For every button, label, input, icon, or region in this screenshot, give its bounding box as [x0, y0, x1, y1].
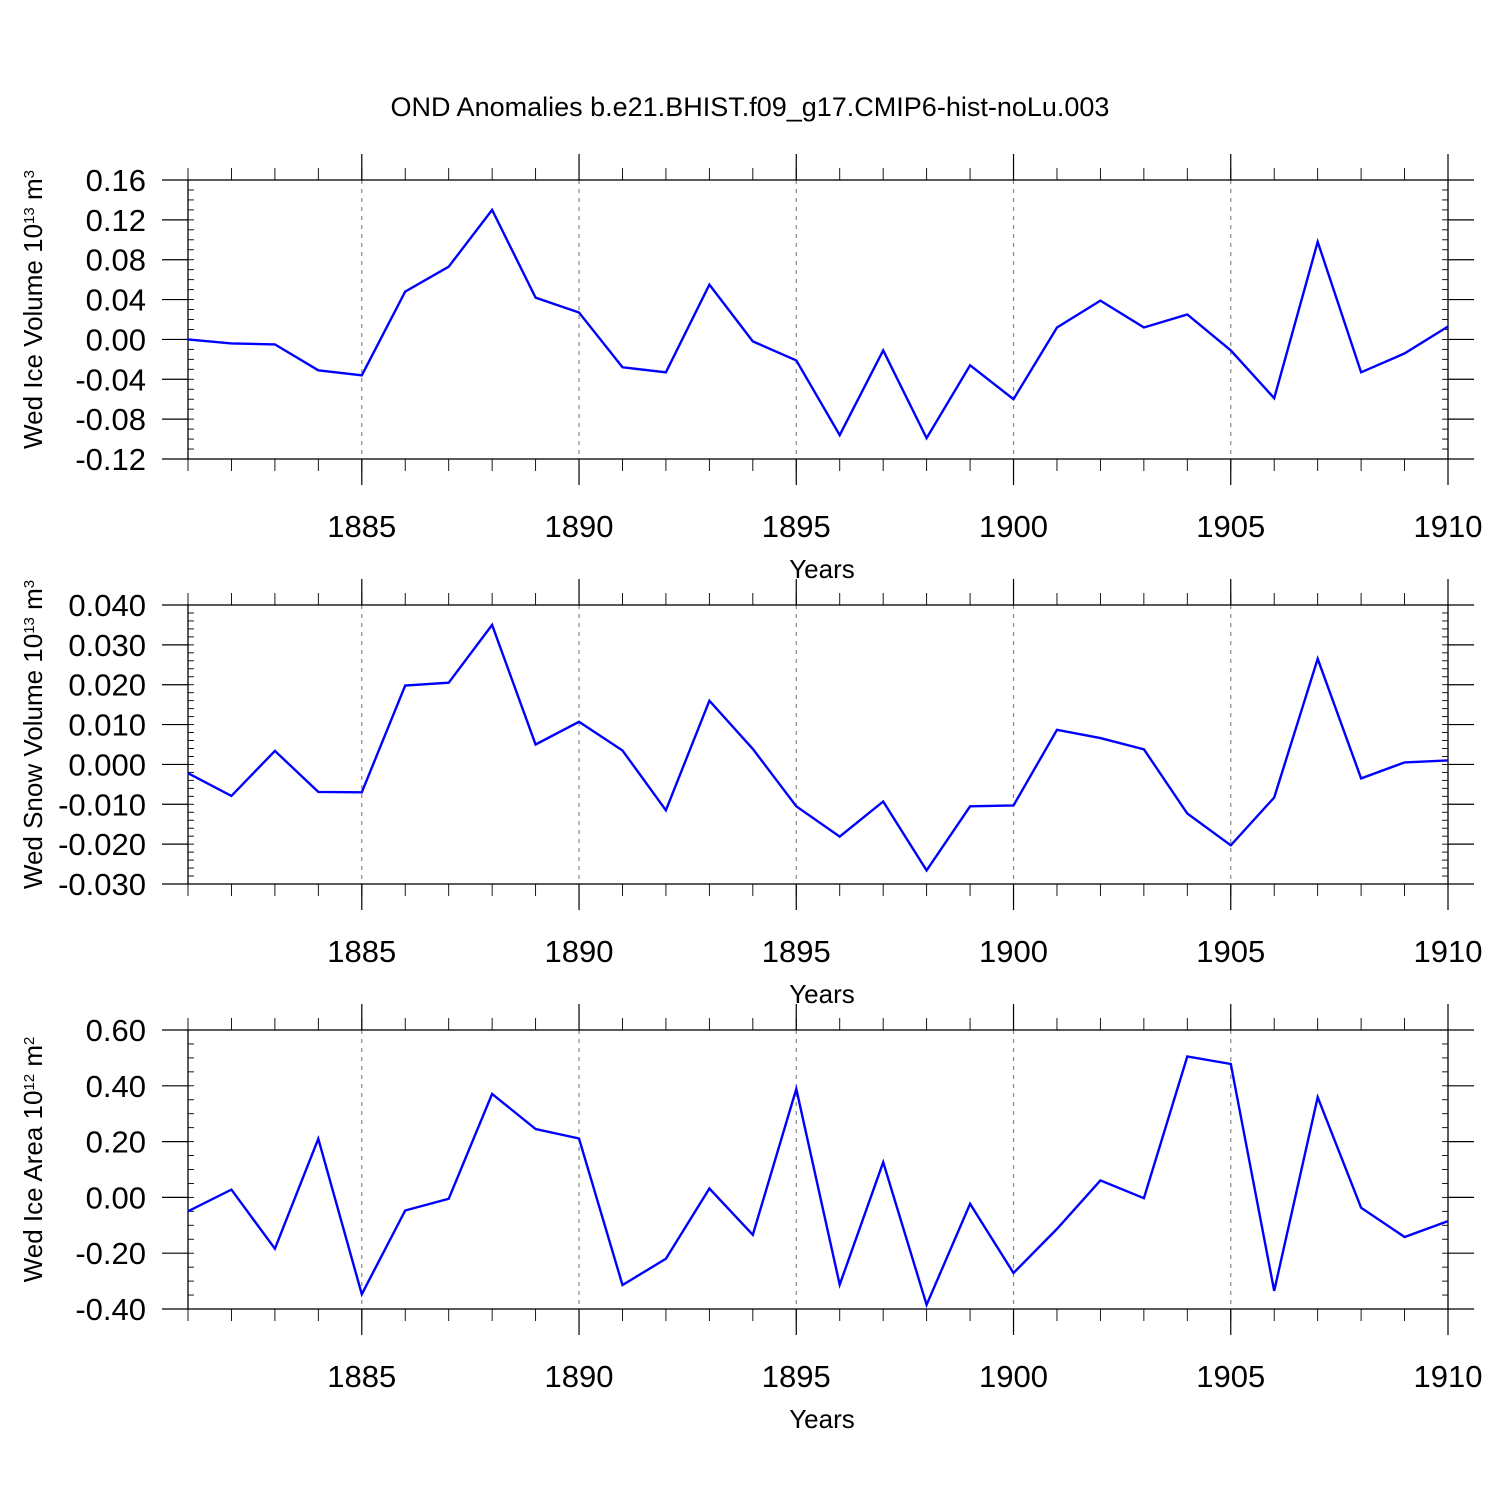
x-tick-label: 1905	[1196, 934, 1265, 969]
x-tick-label: 1910	[1414, 509, 1483, 544]
x-tick-label: 1895	[762, 1359, 831, 1394]
x-axis-label: Years	[789, 979, 855, 1009]
y-tick-label: -0.010	[58, 787, 146, 822]
y-tick-label: -0.08	[75, 402, 146, 437]
x-tick-label: 1890	[545, 1359, 614, 1394]
panel-3: 1885 1890 1895 1900 1905 1910 -0.40 -0.20 0.00 0.…	[18, 1004, 1482, 1434]
y-tick-label: 0.00	[86, 322, 146, 357]
y-tick-label: 0.020	[68, 668, 146, 703]
x-tick-label: 1885	[327, 1359, 396, 1394]
y-tick-label: -0.020	[58, 827, 146, 862]
x-tick-label: 1905	[1196, 509, 1265, 544]
data-line	[187, 207, 1449, 441]
y-tick-label: 0.000	[68, 747, 146, 782]
y-tick-label: -0.20	[75, 1236, 146, 1271]
panel-1: 1885 1890 1895 1900 1905 1910 -0.12 -0.08 -0.04 0…	[18, 154, 1482, 584]
x-tick-label: 1900	[979, 509, 1048, 544]
y-tick-label: 0.04	[86, 283, 146, 318]
x-tick-label: 1890	[545, 509, 614, 544]
x-tick-label: 1895	[762, 934, 831, 969]
plot-frame	[187, 179, 1449, 460]
data-line	[187, 1055, 1449, 1309]
x-axis-label: Years	[789, 1404, 855, 1434]
x-axis-label: Years	[789, 554, 855, 584]
y-axis-label: Wed Ice Volume 1013 m3	[18, 170, 48, 449]
x-tick-label: 1910	[1414, 934, 1483, 969]
figure-title: OND Anomalies b.e21.BHIST.f09_g17.CMIP6-…	[391, 92, 1110, 122]
x-tick-label: 1905	[1196, 1359, 1265, 1394]
x-tick-label: 1885	[327, 934, 396, 969]
x-tick-label: 1885	[327, 509, 396, 544]
x-tick-label: 1900	[979, 934, 1048, 969]
x-tick-label: 1900	[979, 1359, 1048, 1394]
y-tick-label: 0.60	[86, 1013, 146, 1048]
y-tick-label: 0.12	[86, 203, 146, 238]
y-tick-label: 0.040	[68, 588, 146, 623]
y-tick-label: -0.12	[75, 442, 146, 477]
y-tick-label: 0.030	[68, 628, 146, 663]
data-line	[187, 622, 1449, 873]
y-tick-label: 0.20	[86, 1125, 146, 1160]
panel-2: 1885 1890 1895 1900 1905 1910 -0.030 -0.020 -0.0…	[18, 579, 1482, 1009]
y-tick-label: -0.030	[58, 867, 146, 902]
y-tick-label: 0.010	[68, 708, 146, 743]
y-tick-label: 0.08	[86, 243, 146, 278]
panels: 1885 1890 1895 1900 1905 1910 -0.12 -0.08 -0.04 0…	[18, 154, 1482, 1434]
plot-frame	[187, 604, 1449, 885]
y-tick-label: -0.40	[75, 1292, 146, 1327]
x-tick-label: 1895	[762, 509, 831, 544]
y-tick-label: -0.04	[75, 362, 146, 397]
y-axis-label: Wed Snow Volume 1013 m3	[18, 580, 48, 889]
y-tick-label: 0.16	[86, 163, 146, 198]
y-tick-label: 0.00	[86, 1180, 146, 1215]
plot-frame	[187, 1029, 1449, 1310]
x-tick-label: 1910	[1414, 1359, 1483, 1394]
y-tick-label: 0.40	[86, 1069, 146, 1104]
x-tick-label: 1890	[545, 934, 614, 969]
y-axis-label: Wed Ice Area 1012 m2	[18, 1037, 48, 1283]
